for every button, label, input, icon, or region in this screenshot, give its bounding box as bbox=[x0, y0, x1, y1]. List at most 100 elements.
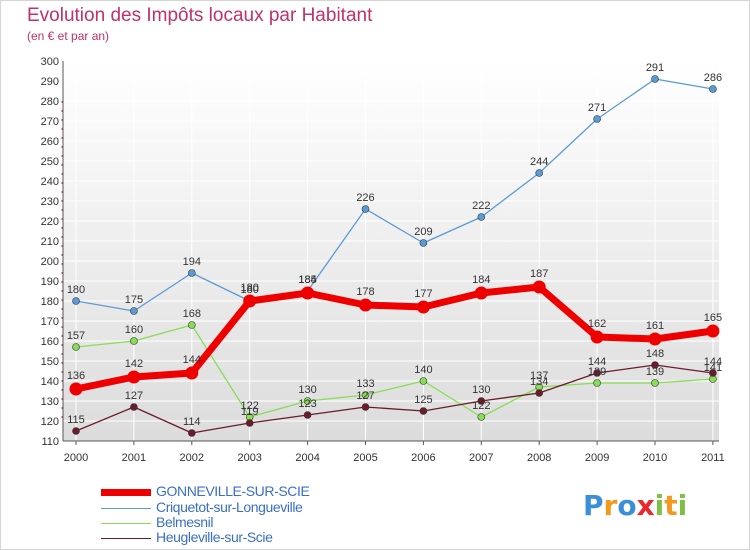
data-point-belmesnil bbox=[477, 413, 486, 421]
data-label-gonneville: 178 bbox=[356, 286, 374, 298]
data-point-criquetot bbox=[709, 85, 717, 93]
x-tick-label: 2007 bbox=[469, 452, 493, 464]
series-line-gonneville bbox=[72, 283, 717, 393]
data-label-heugleville: 127 bbox=[356, 390, 374, 402]
y-tick-label: 260 bbox=[41, 136, 59, 148]
legend-label-criquetot: Criquetot-sur-Longueville bbox=[156, 499, 303, 515]
y-tick-label: 220 bbox=[41, 216, 59, 228]
data-label-gonneville: 144 bbox=[183, 354, 201, 366]
data-label-heugleville: 114 bbox=[183, 416, 201, 428]
data-label-heugleville: 144 bbox=[588, 356, 606, 368]
data-point-gonneville bbox=[648, 332, 662, 346]
data-point-belmesnil bbox=[593, 379, 601, 387]
legend-swatch-heugleville bbox=[101, 538, 151, 539]
data-point-gonneville bbox=[590, 330, 604, 344]
data-point-belmesnil bbox=[361, 391, 370, 399]
y-tick-label: 120 bbox=[41, 416, 59, 428]
data-point-heugleville bbox=[477, 397, 486, 405]
y-tick-label: 200 bbox=[41, 256, 59, 268]
data-label-heugleville: 115 bbox=[67, 414, 85, 426]
data-label-criquetot: 271 bbox=[588, 102, 606, 114]
data-label-gonneville: 184 bbox=[472, 274, 490, 286]
series-line-heugleville bbox=[75, 364, 714, 434]
legend-label-belmesnil: Belmesnil bbox=[156, 514, 214, 530]
data-label-gonneville: 184 bbox=[298, 274, 316, 286]
data-label-gonneville: 136 bbox=[67, 370, 85, 382]
axes: 110 120 130 140 150 160 170 180 190 200 210 220 230 2… bbox=[41, 56, 725, 464]
data-label-criquetot: 244 bbox=[530, 156, 548, 168]
data-point-heugleville bbox=[593, 369, 601, 377]
data-label-gonneville: 162 bbox=[588, 318, 606, 330]
logo-letter: o bbox=[617, 489, 637, 522]
x-tick-label: 2006 bbox=[411, 452, 435, 464]
data-label-gonneville: 165 bbox=[704, 312, 722, 324]
x-tick-label: 2009 bbox=[585, 452, 609, 464]
data-label-criquetot: 226 bbox=[356, 192, 374, 204]
data-label-heugleville: 127 bbox=[125, 390, 143, 402]
data-label-gonneville: 161 bbox=[646, 320, 664, 332]
data-labels: 180 175 194 180 185 226 209 222 244 271 291 286 157 1… bbox=[67, 62, 722, 428]
data-point-criquetot bbox=[361, 205, 370, 213]
data-label-heugleville: 134 bbox=[530, 376, 548, 388]
y-tick-label: 130 bbox=[41, 396, 59, 408]
data-label-heugleville: 125 bbox=[414, 394, 432, 406]
y-tick-label: 270 bbox=[41, 116, 59, 128]
y-tick-label: 170 bbox=[41, 316, 59, 328]
data-point-criquetot bbox=[477, 213, 486, 221]
y-tick-label: 230 bbox=[41, 196, 59, 208]
data-point-heugleville bbox=[709, 369, 717, 377]
x-tick-label: 2004 bbox=[295, 452, 319, 464]
logo-letter: t bbox=[664, 489, 678, 522]
series-line-belmesnil bbox=[75, 324, 714, 418]
y-tick-label: 160 bbox=[41, 336, 59, 348]
data-point-gonneville bbox=[359, 298, 372, 312]
chart-subtitle: (en € et par an) bbox=[27, 29, 110, 43]
data-label-heugleville: 130 bbox=[472, 384, 490, 396]
data-point-gonneville bbox=[301, 286, 315, 300]
data-point-gonneville bbox=[706, 324, 720, 338]
x-tick-label: 2002 bbox=[180, 452, 204, 464]
data-point-gonneville bbox=[69, 382, 83, 396]
plot-area bbox=[63, 61, 719, 441]
legend-label-gonneville: GONNEVILLE-SUR-SCIE bbox=[156, 483, 310, 499]
data-label-gonneville: 142 bbox=[125, 358, 143, 370]
logo-letter: r bbox=[603, 489, 618, 522]
data-point-heugleville bbox=[535, 389, 544, 397]
series-line-criquetot bbox=[75, 78, 714, 312]
x-tick-label: 2010 bbox=[643, 452, 667, 464]
data-label-heugleville: 119 bbox=[241, 406, 259, 418]
data-point-criquetot bbox=[419, 239, 428, 247]
x-tick-label: 2005 bbox=[353, 452, 377, 464]
data-point-belmesnil bbox=[651, 379, 659, 387]
y-tick-label: 210 bbox=[41, 236, 59, 248]
x-tick-label: 2001 bbox=[122, 452, 146, 464]
y-tick-label: 240 bbox=[41, 176, 59, 188]
x-tick-label: 2011 bbox=[701, 452, 725, 464]
data-point-belmesnil bbox=[72, 343, 80, 351]
data-label-belmesnil: 157 bbox=[67, 330, 85, 342]
data-label-criquetot: 185 bbox=[298, 274, 316, 286]
data-point-criquetot bbox=[130, 307, 138, 315]
logo-letter: x bbox=[636, 489, 655, 522]
data-label-criquetot: 180 bbox=[241, 284, 259, 296]
data-point-heugleville bbox=[361, 403, 370, 411]
data-label-belmesnil: 141 bbox=[704, 362, 722, 374]
data-label-belmesnil: 137 bbox=[530, 370, 548, 382]
logo-letter: i bbox=[677, 489, 688, 522]
data-label-criquetot: 180 bbox=[67, 284, 85, 296]
y-tick-label: 290 bbox=[41, 76, 59, 88]
data-point-gonneville bbox=[532, 280, 546, 294]
data-label-belmesnil: 139 bbox=[646, 366, 664, 378]
data-label-belmesnil: 122 bbox=[472, 400, 490, 412]
proxiti-logo: Proxiti bbox=[583, 489, 687, 522]
legend-label-heugleville: Heugleville-sur-Scie bbox=[156, 529, 273, 545]
data-label-criquetot: 175 bbox=[125, 294, 143, 306]
x-tick-label: 2000 bbox=[64, 452, 88, 464]
data-point-heugleville bbox=[303, 411, 312, 419]
data-point-gonneville bbox=[243, 294, 257, 308]
data-label-criquetot: 222 bbox=[472, 200, 490, 212]
legend-swatch-criquetot bbox=[101, 508, 151, 509]
data-label-belmesnil: 140 bbox=[414, 364, 432, 376]
